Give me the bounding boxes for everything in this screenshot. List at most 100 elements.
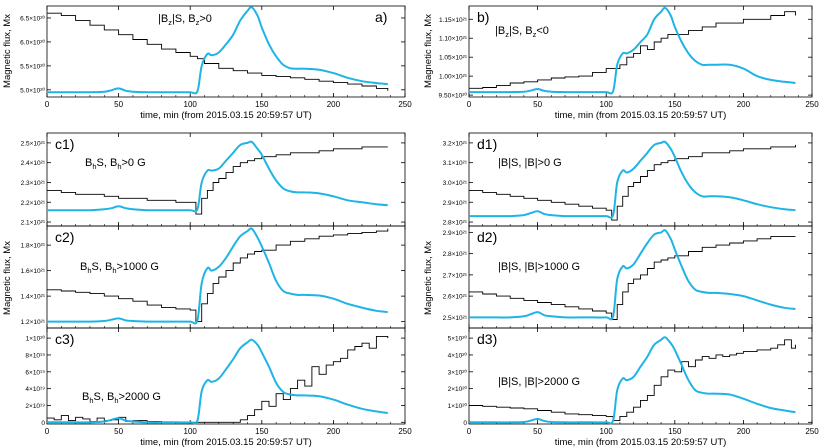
annotation-part: z [505, 30, 509, 39]
y-tick-label: 1.00×10²¹ [439, 74, 468, 81]
series-line-d3 [469, 336, 796, 425]
annotation-d1: |B|S, |B|>0 G [498, 157, 562, 169]
x-axis-label: time, min (from 2015.03.15 20:59:57 UT) [140, 437, 312, 448]
annotation-part: B [80, 261, 87, 273]
y-tick-label: 2.3×10²¹ [21, 180, 46, 187]
y-tick-label: 1.4×10²¹ [21, 294, 46, 301]
x-tick-label: 100 [184, 100, 198, 109]
y-tick-label: 3.2×10²¹ [443, 140, 468, 147]
x-tick-label: 200 [737, 427, 751, 436]
y-tick-label: 2.9×10²¹ [443, 230, 468, 237]
annotation-part: S, B [92, 261, 113, 273]
y-tick-label: 2×10¹⁹ [25, 403, 45, 410]
series-line-c1 [47, 140, 388, 213]
annotation-part: S, B [97, 157, 118, 169]
annotation-d2: |B|S, |B|>1000 G [498, 261, 580, 273]
annotation-part: >0 [199, 13, 212, 25]
series-step-d2 [469, 236, 796, 320]
y-tick-label: 4×10¹⁹ [25, 386, 45, 393]
annotation-part: >2000 G [118, 391, 161, 403]
y-axis-label-d: Magnetic flux, Mx [423, 241, 434, 315]
annotation-part: |S, B [509, 25, 533, 37]
series-line-d1 [468, 140, 796, 219]
y-tick-label: 1.2×10²¹ [21, 319, 46, 326]
panel-label-b: b) [477, 9, 489, 25]
annotation-part: |B|S, |B|>2000 G [498, 376, 580, 388]
annotation-part: |B [158, 13, 168, 25]
y-tick-label: 2.2×10²¹ [21, 200, 46, 207]
series-line-a [46, 6, 388, 95]
y-tick-label: 2.7×10²¹ [443, 272, 468, 279]
annotation-part: h [114, 396, 118, 405]
y-tick-label: 5.0×10²⁰ [20, 86, 45, 94]
panel-label-d2: d2) [477, 229, 497, 245]
y-tick-label: 1.10×10²¹ [439, 36, 468, 43]
series-step-d3 [469, 339, 796, 422]
y-tick-label: 2.6×10²¹ [443, 294, 468, 301]
plot-frame-d3 [468, 327, 813, 425]
x-tick-label: 250 [805, 427, 819, 436]
y-axis-label-c: Magnetic flux, Mx [2, 241, 13, 315]
annotation-d3: |B|S, |B|>2000 G [498, 376, 580, 388]
y-tick-label: 6.5×10²⁰ [20, 14, 45, 22]
x-tick-label: 150 [255, 100, 269, 109]
x-tick-label: 250 [805, 100, 819, 109]
y-tick-label: 6.0×10²⁰ [20, 38, 45, 46]
x-axis-label: time, min (from 2015.03.15 20:59:57 UT) [555, 437, 727, 448]
x-tick-label: 150 [668, 427, 682, 436]
x-tick-label: 0 [467, 100, 472, 109]
annotation-c1: BhS, Bh>0 G [85, 157, 146, 171]
annotation-part: B [82, 391, 89, 403]
series-step-c2 [47, 228, 389, 323]
x-tick-label: 250 [398, 427, 412, 436]
annotation-part: h [87, 266, 91, 275]
x-tick-label: 0 [45, 100, 50, 109]
y-tick-label: 9.50×10²⁰ [439, 92, 468, 100]
y-tick-label: 2.1×10²¹ [21, 220, 46, 227]
series-line-d2 [469, 229, 796, 321]
y-tick-label: 1×10²⁰ [448, 402, 468, 410]
annotation-part: h [92, 162, 96, 171]
y-tick-label: 2.5×10²¹ [443, 315, 468, 322]
annotation-part: B [85, 157, 92, 169]
y-tick-label: 1.8×10²¹ [21, 243, 46, 250]
x-tick-label: 50 [533, 100, 542, 109]
series-step-a [47, 12, 389, 91]
x-tick-label: 200 [737, 100, 751, 109]
series-line-c3 [47, 338, 388, 425]
y-tick-label: 2.8×10²¹ [443, 251, 468, 258]
x-tick-label: 50 [533, 427, 542, 436]
series-line-b [468, 6, 796, 95]
series-step-d1 [469, 144, 796, 221]
y-tick-label: 1.15×10²¹ [439, 17, 468, 24]
plot-frame-c1 [46, 132, 406, 227]
y-tick-label: 0 [463, 420, 467, 427]
annotation-c2: BhS, Bh>1000 G [80, 261, 159, 275]
x-tick-label: 0 [467, 427, 472, 436]
x-tick-label: 0 [45, 427, 50, 436]
annotation-part: h [89, 396, 93, 405]
plot-frame-c3 [46, 327, 406, 425]
annotation-part: h [117, 162, 121, 171]
x-tick-label: 150 [255, 427, 269, 436]
y-axis-label-a: Magnetic flux, Mx [2, 14, 13, 88]
y-axis-label-b: Magnetic flux, Mx [423, 14, 434, 88]
panel-label-d3: d3) [477, 331, 497, 347]
annotation-part: h [112, 266, 116, 275]
panel-label-c3: c3) [55, 331, 74, 347]
panel-label-c2: c2) [55, 229, 74, 245]
x-tick-label: 200 [327, 427, 341, 436]
y-tick-label: 1.05×10²¹ [439, 55, 468, 62]
y-tick-label: 1×10²⁰ [26, 335, 46, 343]
annotation-c3: BhS, Bh>2000 G [82, 391, 161, 405]
x-axis-label: time, min (from 2015.03.15 20:59:57 UT) [555, 110, 727, 121]
series-step-c1 [47, 146, 388, 215]
x-tick-label: 200 [327, 100, 341, 109]
y-tick-label: 2.4×10²¹ [21, 160, 46, 167]
annotation-part: <0 [536, 25, 549, 37]
annotation-a: |Bz|S, Bz>0 [158, 13, 212, 27]
y-tick-label: 0 [41, 420, 45, 427]
x-axis-label: time, min (from 2015.03.15 20:59:57 UT) [140, 110, 312, 121]
x-tick-label: 250 [398, 100, 412, 109]
annotation-part: |B [495, 25, 505, 37]
